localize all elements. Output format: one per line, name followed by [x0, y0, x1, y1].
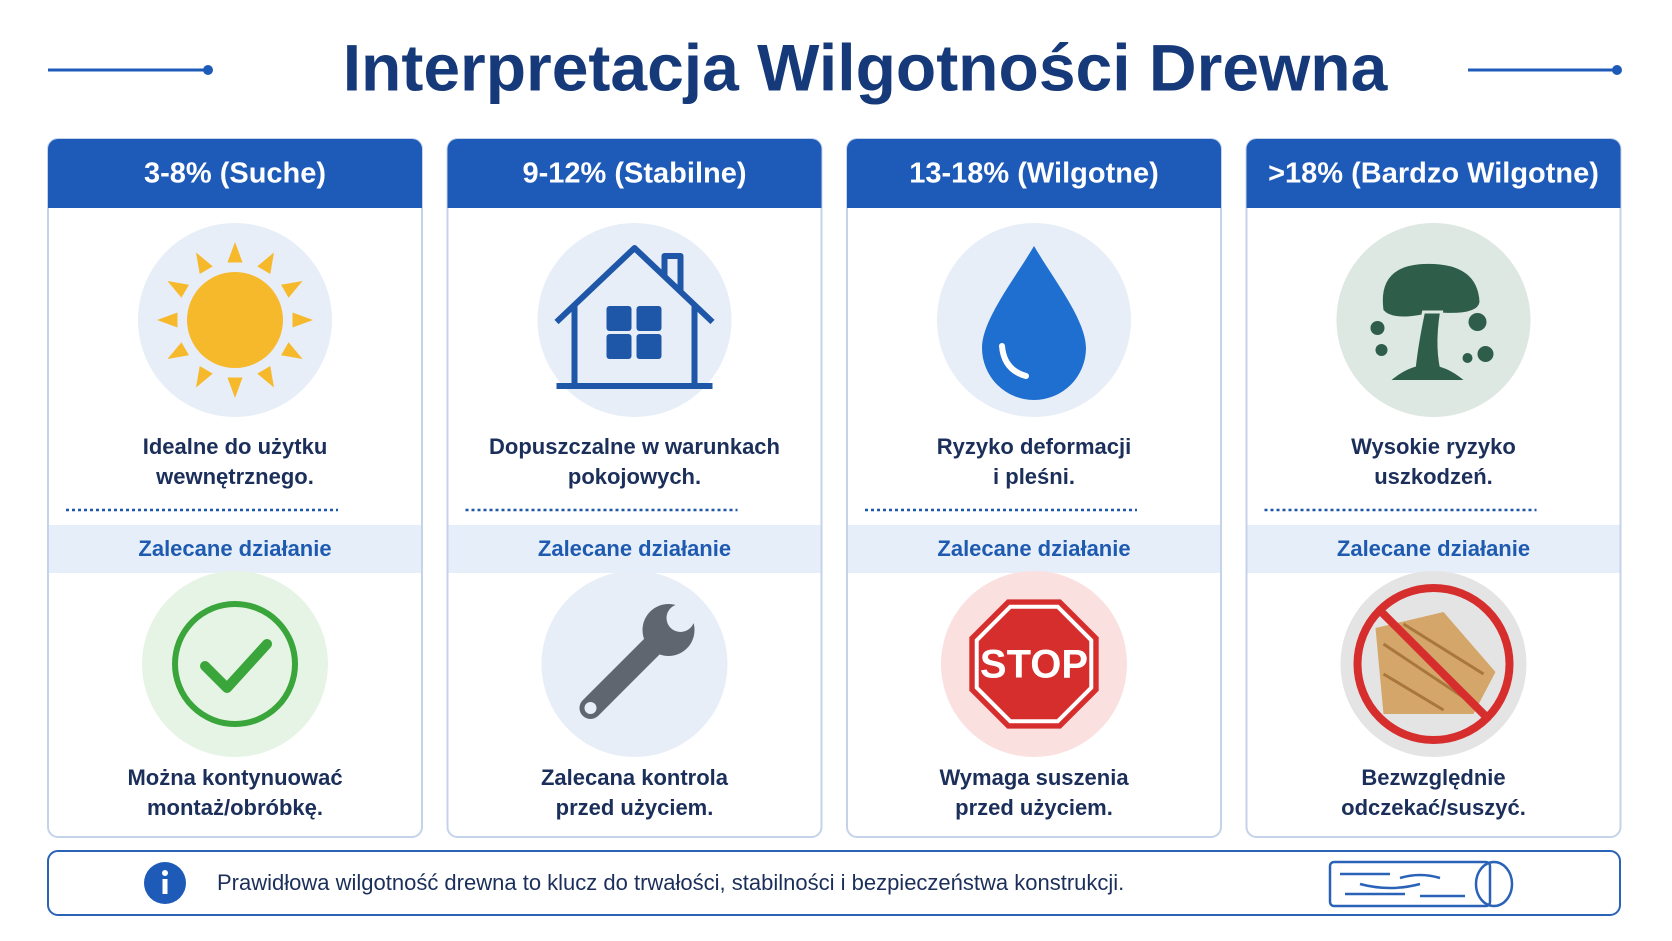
card-header-bg [1246, 179, 1621, 208]
action-text: Wymaga suszenia [939, 765, 1129, 790]
footer-box [47, 850, 1621, 916]
card-header: 9-12% (Stabilne) [523, 158, 747, 190]
drop-shine [999, 343, 1029, 379]
mold-spore [1370, 321, 1385, 335]
card-description: wewnętrznego. [155, 464, 314, 489]
card: >18% (Bardzo Wilgotne) Wysokie ryzyko uszk… [1245, 138, 1622, 838]
wrench-jaw [666, 604, 695, 632]
footer-text: Prawidłowa wilgotność drewna to klucz do… [217, 870, 1124, 895]
log-grain [1340, 872, 1465, 898]
card-description: i pleśni. [993, 464, 1075, 489]
wrench-hole [584, 702, 597, 714]
stop-text: STOP [980, 643, 1088, 687]
card-description: pokojowych. [568, 464, 701, 489]
card-description: Ryzyko deformacji [937, 434, 1131, 459]
action-text: Bezwzględnie [1361, 765, 1505, 790]
sun-ray [257, 366, 274, 388]
sun-ray [292, 312, 313, 328]
sun-ray [281, 342, 303, 359]
sun-ray [227, 242, 243, 263]
card-description: Dopuszczalne w warunkach [489, 434, 780, 459]
house-window [606, 306, 632, 331]
card: 9-12% (Stabilne) Dopuszczalne w warunkach… [446, 138, 823, 838]
house-window [606, 334, 632, 359]
info-icon-bar [162, 879, 168, 894]
sun-ray [196, 366, 213, 388]
card-header: 3-8% (Suche) [144, 158, 326, 190]
action-band [1247, 525, 1620, 573]
action-text: przed użyciem. [955, 795, 1113, 820]
mold-spore [1393, 286, 1402, 294]
action-text: odczekać/suszyć. [1341, 795, 1526, 820]
card-header: 13-18% (Wilgotne) [909, 158, 1159, 190]
mold-spore [1375, 344, 1388, 356]
action-label: Zalecane działanie [538, 536, 731, 561]
check-ring [172, 601, 298, 727]
mold-ground [1391, 365, 1464, 380]
mold-spore [1462, 353, 1473, 363]
action-label: Zalecane działanie [138, 536, 331, 561]
card-description: uszkodzeń. [1374, 464, 1493, 489]
card-header: >18% (Bardzo Wilgotne) [1268, 158, 1599, 190]
action-text: przed użyciem. [556, 795, 714, 820]
no-ring [1353, 584, 1514, 744]
mold-spore [1477, 346, 1494, 362]
card-description: Wysokie ryzyko [1351, 434, 1516, 459]
sun-ray [157, 312, 178, 328]
action-text: montaż/obróbkę. [147, 795, 323, 820]
card-header-bg [447, 179, 822, 208]
action-label: Zalecane działanie [937, 536, 1130, 561]
mold-cap [1382, 263, 1480, 317]
action-text: Można kontynuować [127, 765, 342, 790]
card: 13-18% (Wilgotne) Ryzyko deformacji i pleś… [846, 138, 1222, 838]
action-band [848, 525, 1220, 573]
sun-ray [257, 252, 274, 274]
stop-border [974, 604, 1094, 724]
cards: 3-8% (Suche) Idealne do użytku wewnętrzneg… [47, 138, 1622, 838]
card-header-bg [48, 179, 422, 208]
sun-ray [167, 342, 189, 359]
action-text: Zalecana kontrola [541, 765, 729, 790]
card-description: Idealne do użytku [143, 434, 328, 459]
sun [187, 272, 283, 368]
check [200, 639, 272, 693]
action-band [49, 525, 421, 573]
title-rule-dot [1612, 65, 1622, 75]
card: 3-8% (Suche) Idealne do użytku wewnętrzneg… [47, 138, 423, 838]
card-header-bg [847, 179, 1221, 208]
no-slash [1376, 607, 1491, 721]
mold-spore [1468, 313, 1487, 331]
sun-ray [281, 281, 303, 298]
house-window [636, 306, 662, 331]
info-icon-dot [162, 870, 168, 876]
title: Interpretacja Wilgotności Drewna [343, 30, 1389, 104]
wrench-handle [579, 629, 670, 719]
action-band [448, 525, 821, 573]
house-window [636, 334, 662, 359]
log-icon [1328, 860, 1514, 908]
sun-ray [227, 377, 243, 398]
sun-ray [167, 281, 189, 298]
sun-ray [196, 252, 213, 274]
action-label: Zalecane działanie [1337, 536, 1530, 561]
log-end [1474, 860, 1514, 908]
house [554, 245, 715, 389]
icon-bg [142, 571, 328, 757]
stop-sign [969, 599, 1099, 729]
title-rule-dot [203, 65, 213, 75]
log-body [1328, 860, 1492, 908]
